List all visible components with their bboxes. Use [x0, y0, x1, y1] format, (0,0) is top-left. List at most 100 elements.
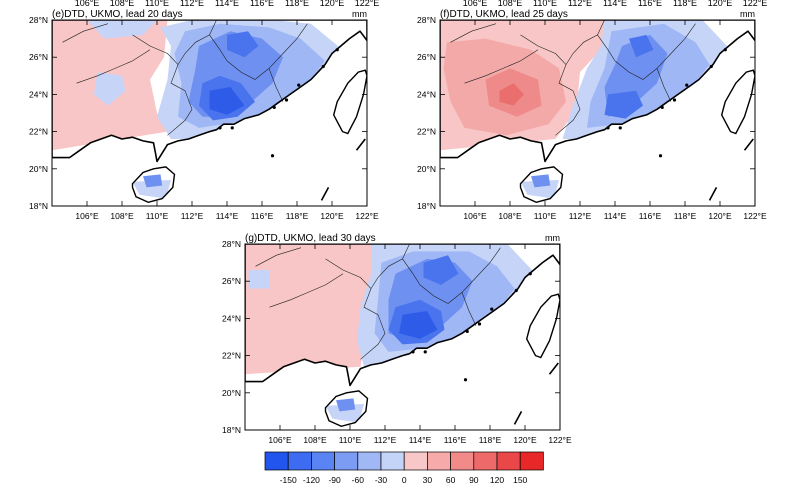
island-marker [660, 105, 664, 110]
colorbar-label: -120 [303, 475, 320, 485]
island-marker [685, 83, 689, 87]
colorbar-swatch [427, 451, 451, 471]
coastline [52, 20, 367, 163]
island-marker [284, 98, 289, 102]
colorbar-swatch [519, 451, 544, 471]
lon-label: 108°E [110, 211, 134, 221]
map-panel-g: 28°N 26°N 24°N 22°N 20°N 18°N 106°E 108°E 110°E 1… [222, 233, 572, 445]
lon-label: 122°E [743, 211, 767, 221]
partial-lon-label: 116°E [638, 0, 662, 8]
island-marker [463, 378, 468, 382]
province-boundary [656, 68, 672, 102]
lon-label: 110°E [339, 435, 362, 445]
colorbar-swatch [496, 451, 521, 471]
lat-label: 20°N [417, 164, 436, 174]
colorbar-swatch [357, 451, 382, 471]
island-marker [528, 272, 532, 276]
province-boundary [177, 34, 228, 65]
panel-title: (g)DTD, UKMO, lead 30 days [245, 233, 376, 244]
lon-label: 120°E [513, 435, 537, 445]
colorbar-label: 60 [446, 475, 456, 485]
island-marker [297, 83, 301, 87]
province-boundary [450, 23, 497, 43]
map-frame [439, 19, 756, 207]
province-boundary [402, 244, 410, 260]
province-boundary [62, 23, 109, 43]
lon-label: 116°E [251, 211, 274, 221]
partial-lon-label: 112°E [568, 0, 592, 8]
lon-label: 120°E [320, 211, 344, 221]
island-marker [230, 126, 234, 130]
partial-lon-label: 108°E [498, 0, 523, 8]
precip-contour [399, 311, 438, 339]
lon-label: 118°E [286, 211, 309, 221]
precip-contour [604, 90, 643, 119]
province-boundary [597, 20, 605, 36]
island-marker [709, 64, 713, 69]
border-dash [548, 362, 559, 375]
lon-label: 118°E [479, 435, 502, 445]
island-marker [672, 98, 677, 102]
lat-label: 28°N [222, 239, 241, 249]
island-marker [272, 105, 276, 110]
island-marker [270, 154, 275, 158]
lat-label: 22°N [417, 127, 436, 137]
island-marker [321, 64, 325, 69]
partial-lon-label: 118°E [673, 0, 697, 8]
partial-lon-label: 122°E [743, 0, 768, 8]
precip-contour [499, 83, 524, 106]
taiwan-coastline [332, 69, 367, 135]
colorbar-label: -30 [375, 475, 388, 485]
lon-label: 114°E [604, 211, 627, 221]
partial-lon-label: 110°E [145, 0, 169, 8]
province-boundary [268, 68, 284, 102]
island-marker [477, 322, 482, 326]
hainan-coastline [324, 390, 369, 428]
taiwan-coastline [720, 69, 755, 135]
panel-title: (f)DTD, UKMO, lead 25 days [440, 9, 568, 20]
colorbar-swatch [403, 451, 428, 471]
lon-label: 116°E [639, 211, 662, 221]
precip-contour [336, 398, 356, 412]
island-marker [514, 288, 518, 293]
precip-contour [531, 174, 551, 188]
island-marker [490, 307, 494, 311]
lon-label: 114°E [216, 211, 239, 221]
map-frame [244, 243, 561, 431]
colorbar-label: -150 [280, 475, 297, 485]
colorbar-swatch [380, 451, 405, 471]
lat-label: 20°N [29, 164, 48, 174]
precip-contour [245, 244, 382, 375]
border-dash [355, 138, 366, 151]
map-area [245, 244, 560, 430]
precip-contour [227, 31, 259, 58]
province-boundary [565, 34, 616, 65]
province-boundary [520, 34, 567, 65]
province-boundary [360, 288, 386, 360]
border-dash [320, 187, 330, 201]
map-area [52, 20, 367, 206]
lon-label: 112°E [181, 211, 204, 221]
colorbar-swatch [473, 451, 498, 471]
lon-label: 112°E [569, 211, 592, 221]
province-boundary [76, 49, 151, 84]
lon-label: 110°E [534, 211, 557, 221]
lat-label: 18°N [222, 425, 241, 435]
partial-lon-label: 114°E [215, 0, 239, 8]
province-boundary [269, 273, 344, 308]
lon-label: 112°E [374, 435, 397, 445]
lon-label: 106°E [463, 211, 487, 221]
lat-label: 24°N [417, 89, 436, 99]
province-boundary [555, 64, 581, 136]
island-marker [658, 154, 663, 158]
colorbar-label: 0 [402, 475, 407, 485]
province-boundary [325, 258, 372, 289]
lat-label: 26°N [417, 52, 436, 62]
lat-label: 22°N [222, 351, 241, 361]
units-label: mm [740, 9, 755, 19]
units-label: mm [545, 233, 560, 243]
precip-contour [94, 72, 126, 106]
lon-label: 108°E [498, 211, 522, 221]
coastline [440, 20, 755, 163]
colorbar: -150 -120 -90 -60 -30 0 30 60 90 120 150 [264, 451, 544, 485]
